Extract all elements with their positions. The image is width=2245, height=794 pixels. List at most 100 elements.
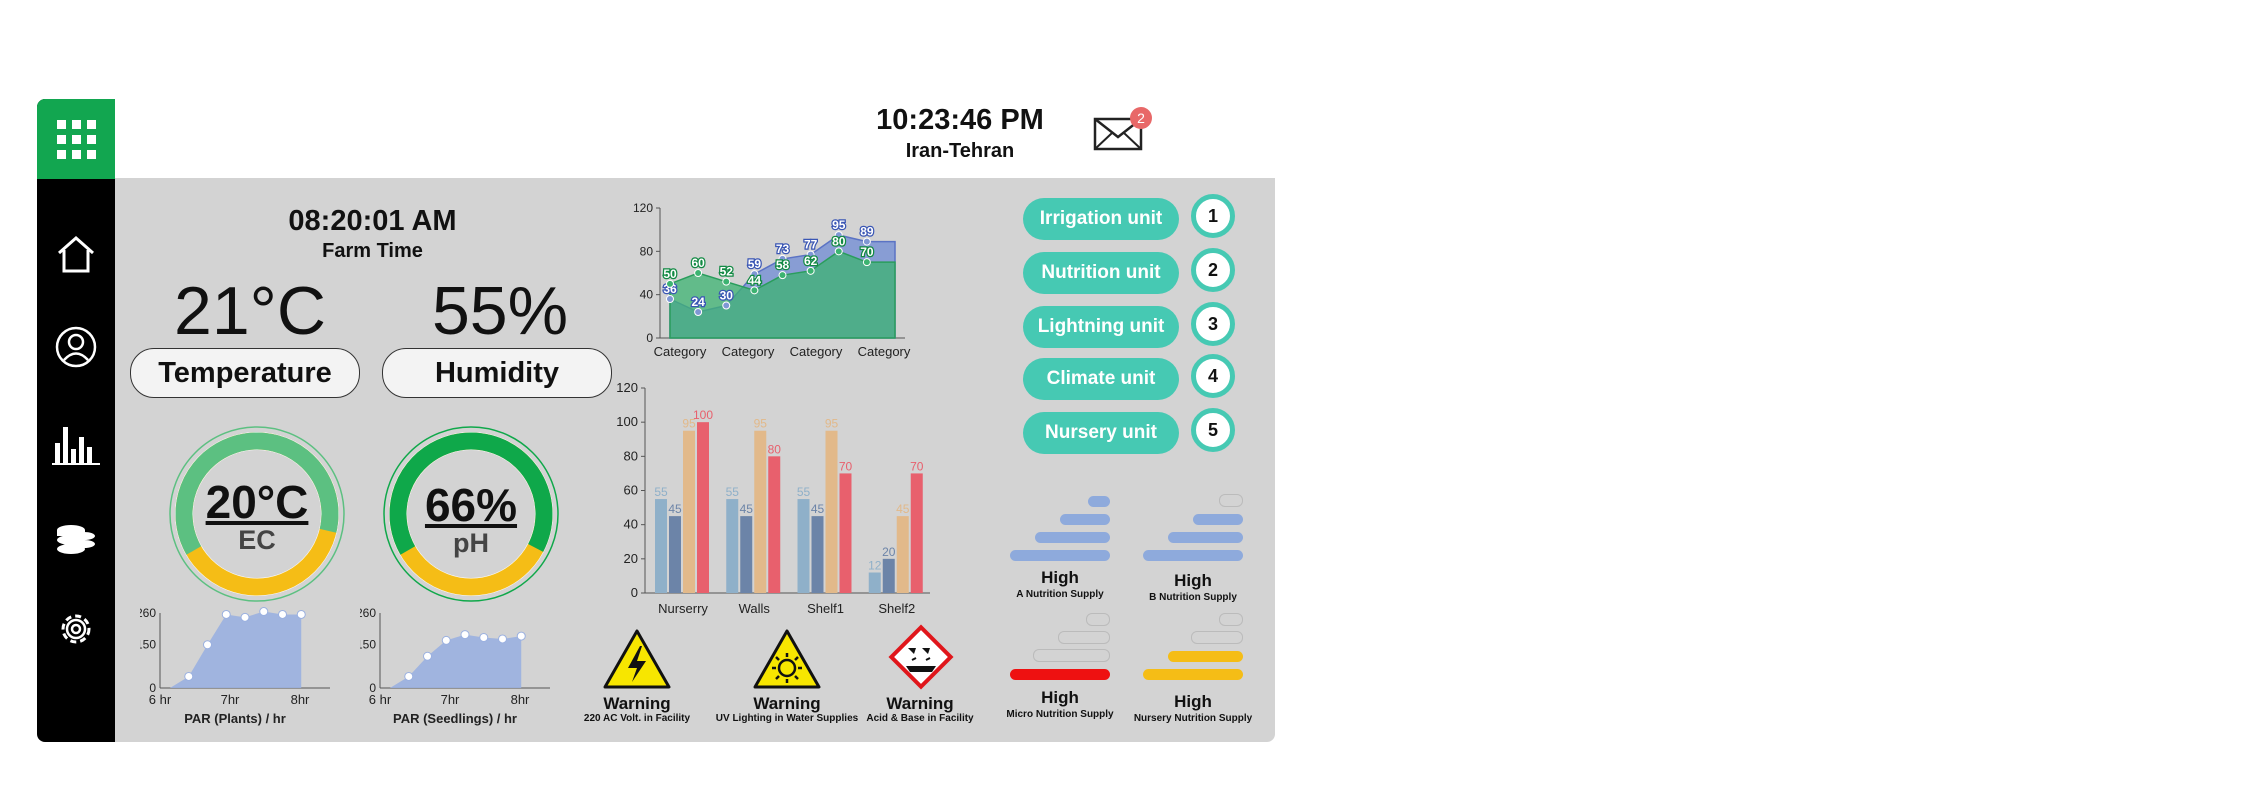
par-plants-chart: 0 150 260 6 hr 7hr 8hr PAR (Plants) / hr — [140, 606, 330, 726]
supply-level-segment — [1191, 631, 1243, 644]
data-point — [694, 269, 703, 277]
y-tick-label: 150 — [360, 638, 376, 652]
y-tick-label: 60 — [624, 483, 638, 498]
sidebar-item-settings[interactable] — [51, 604, 101, 654]
data-label: 95 — [754, 417, 768, 431]
database-icon — [57, 525, 95, 554]
climate-unit-button[interactable]: Climate unit — [1023, 358, 1179, 400]
nutrition-unit-button[interactable]: Nutrition unit — [1023, 252, 1179, 294]
ec-label: EC — [238, 525, 276, 555]
warning-label: 220 AC Volt. in Facility — [583, 713, 691, 724]
b-nutrition-supply-level — [1143, 488, 1243, 563]
data-label: 45 — [668, 502, 682, 516]
data-point — [806, 266, 815, 275]
irrigation-unit-button[interactable]: Irrigation unit — [1023, 198, 1179, 240]
a-nutrition-supply-level — [1010, 488, 1110, 563]
apps-grid-button[interactable] — [37, 99, 115, 179]
sidebar-item-home[interactable] — [51, 229, 101, 279]
y-tick-label: 40 — [624, 517, 638, 532]
data-point — [296, 609, 306, 619]
bar — [740, 516, 753, 593]
x-tick-label: 6 hr — [149, 692, 172, 707]
x-tick-label: 7hr — [441, 692, 460, 707]
data-point — [184, 671, 194, 681]
x-tick-label: Walls — [739, 601, 771, 616]
data-point — [460, 630, 470, 640]
supply-level-segment — [1143, 550, 1243, 561]
y-tick-label: 80 — [624, 448, 638, 463]
data-point — [666, 279, 674, 288]
bar — [669, 516, 681, 593]
sidebar — [37, 99, 115, 742]
lightning-unit-button[interactable]: Lightning unit — [1023, 306, 1179, 348]
bar-chart: 020406080100120554595100Nurserry55459580… — [616, 380, 930, 616]
farm-time-label: Farm Time — [322, 240, 423, 262]
humidity-value: 55% — [431, 273, 569, 349]
supply-label: Micro Nutrition Supply — [1006, 709, 1114, 720]
supply-level-segment — [1060, 514, 1110, 525]
data-label: 58 — [776, 258, 790, 272]
x-tick-label: 8hr — [291, 692, 310, 707]
supply-level-segment — [1010, 550, 1110, 561]
unit-number-badge: 4 — [1191, 354, 1235, 398]
bar — [882, 558, 895, 593]
bar — [825, 430, 838, 593]
y-tick-label: 150 — [140, 638, 156, 652]
data-point — [666, 295, 674, 303]
data-point — [862, 258, 871, 267]
data-point — [862, 237, 871, 246]
data-label: 50 — [663, 267, 677, 281]
supply-level-segment — [1168, 532, 1243, 543]
supply-level-segment — [1168, 651, 1243, 662]
location-label: Iran-Tehran — [905, 140, 1015, 162]
ph-label: pH — [453, 528, 489, 558]
data-label: 70 — [839, 459, 853, 473]
data-label: 30 — [720, 289, 734, 303]
bar — [683, 430, 695, 593]
data-label: 55 — [726, 485, 740, 499]
sidebar-item-data[interactable] — [51, 513, 101, 563]
unit-number-badge: 3 — [1191, 302, 1235, 346]
supply-level: High — [1041, 568, 1079, 587]
y-tick-label: 40 — [640, 288, 654, 302]
supply-level-segment — [1035, 532, 1110, 543]
bar — [910, 473, 923, 593]
data-point — [498, 634, 507, 644]
bar — [726, 499, 739, 593]
temperature-label[interactable]: Temperature — [130, 348, 360, 398]
data-point — [806, 250, 815, 259]
bar — [839, 473, 852, 593]
humidity-label[interactable]: Humidity — [382, 348, 612, 398]
ph-gauge — [383, 426, 559, 602]
warning-title: Warning — [603, 694, 671, 713]
warning-title: Warning — [753, 694, 821, 713]
data-point — [778, 254, 787, 263]
area-series — [669, 250, 896, 339]
sidebar-item-profile[interactable] — [51, 322, 101, 372]
supply-level-segment — [1219, 494, 1243, 507]
data-point — [778, 271, 787, 280]
supply-level-segment — [1086, 613, 1110, 626]
data-point — [441, 635, 451, 645]
x-tick-label: 8hr — [511, 692, 530, 707]
data-point — [750, 286, 759, 295]
supply-level: High — [1041, 688, 1079, 707]
nursery-unit-button[interactable]: Nursery unit — [1023, 412, 1179, 454]
data-label: 80 — [832, 234, 846, 248]
uv-radiation-icon — [753, 629, 821, 689]
ph-value: 66% — [424, 479, 518, 531]
data-label: 95 — [832, 218, 846, 232]
data-label: 80 — [768, 442, 782, 456]
farm-time: 08:20:01 AM — [288, 205, 457, 237]
data-point — [834, 247, 843, 256]
data-label: 70 — [910, 459, 924, 473]
y-tick-label: 260 — [360, 606, 376, 620]
bar-chart-icon — [52, 427, 100, 465]
bar — [754, 430, 767, 593]
data-label: 95 — [825, 417, 839, 431]
data-label: 45 — [740, 502, 754, 516]
micro-nutrition-supply-level — [1010, 607, 1110, 682]
sidebar-item-reports[interactable] — [51, 418, 101, 468]
home-icon — [58, 235, 94, 273]
y-tick-label: 0 — [149, 681, 156, 695]
